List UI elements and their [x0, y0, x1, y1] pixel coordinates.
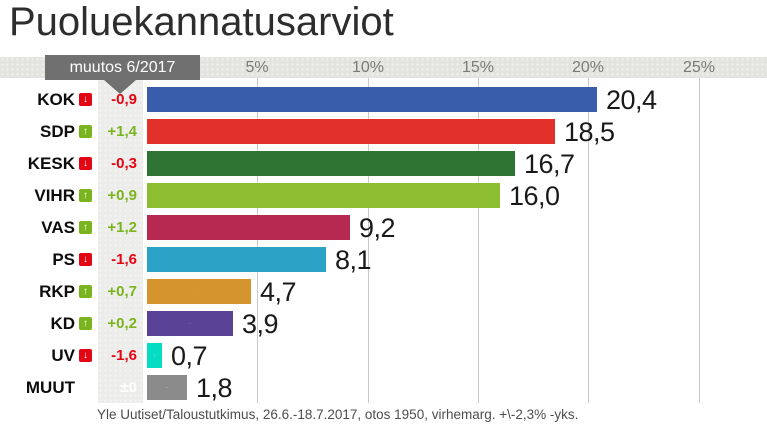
gridline-25%	[699, 78, 700, 403]
bar-rkp	[147, 279, 251, 304]
value-label-sdp: 18,5	[564, 117, 615, 147]
party-label-kesk: KESK	[27, 154, 75, 173]
party-label-vas: VAS	[41, 218, 75, 237]
value-label-uv: 0,7	[171, 341, 208, 371]
party-label-kd: KD	[50, 314, 75, 333]
x-axis-tick-10%: 10%	[351, 59, 385, 76]
value-label-kok: 20,4	[606, 85, 657, 115]
bar-ps	[147, 247, 326, 272]
page-title: Puoluekannatusarviot	[9, 0, 394, 44]
x-axis-tick-20%: 20%	[571, 59, 605, 76]
gridline-10%	[368, 78, 369, 403]
gridline-20%	[588, 78, 589, 403]
change-value-uv: -1,6	[111, 347, 137, 364]
value-label-vihr: 16,0	[509, 181, 560, 211]
value-label-kesk: 16,7	[524, 149, 575, 179]
party-label-vihr: VIHR	[34, 186, 75, 205]
bar-uv	[147, 343, 162, 368]
gridline-5%	[257, 78, 258, 403]
change-header-pointer-icon	[104, 80, 136, 94]
change-value-muut: ±0	[120, 379, 137, 396]
trend-up-icon-vas: ↑	[79, 221, 92, 234]
change-column-background	[98, 78, 143, 403]
change-value-vas: +1,2	[107, 219, 137, 236]
change-value-vihr: +0,9	[107, 187, 137, 204]
party-label-muut: MUUT	[25, 378, 75, 397]
trend-up-icon-rkp: ↑	[79, 285, 92, 298]
x-axis-tick-15%: 15%	[461, 59, 495, 76]
change-value-rkp: +0,7	[107, 283, 137, 300]
trend-up-icon-sdp: ↑	[79, 125, 92, 138]
trend-down-icon-ps: ↓	[79, 253, 92, 266]
change-value-kesk: -0,3	[111, 155, 137, 172]
trend-down-icon-kok: ↓	[79, 93, 92, 106]
value-label-ps: 8,1	[335, 245, 372, 275]
bar-kesk	[147, 151, 515, 176]
value-label-vas: 9,2	[359, 213, 396, 243]
party-label-sdp: SDP	[40, 122, 75, 141]
bar-sdp	[147, 119, 555, 144]
value-label-rkp: 4,7	[260, 277, 297, 307]
change-value-sdp: +1,4	[107, 123, 137, 140]
gridline-15%	[478, 78, 479, 403]
x-axis-tick-5%: 5%	[245, 59, 269, 76]
trend-up-icon-vihr: ↑	[79, 189, 92, 202]
trend-down-icon-kesk: ↓	[79, 157, 92, 170]
change-value-kd: +0,2	[107, 315, 137, 332]
party-label-uv: UV	[51, 346, 75, 365]
bar-muut	[147, 375, 187, 400]
trend-down-icon-uv: ↓	[79, 349, 92, 362]
source-note: Yle Uutiset/Taloustutkimus, 26.6.-18.7.2…	[97, 407, 579, 422]
value-label-kd: 3,9	[242, 309, 279, 339]
party-label-kok: KOK	[37, 90, 75, 109]
party-label-ps: PS	[52, 250, 75, 269]
change-header: muutos 6/2017	[45, 55, 200, 80]
bar-kd	[147, 311, 233, 336]
bar-vihr	[147, 183, 500, 208]
x-axis-tick-25%: 25%	[682, 59, 716, 76]
bar-kok	[147, 87, 597, 112]
bar-vas	[147, 215, 350, 240]
trend-up-icon-kd: ↑	[79, 317, 92, 330]
change-value-kok: -0,9	[111, 91, 137, 108]
value-label-muut: 1,8	[196, 373, 233, 403]
party-label-rkp: RKP	[39, 282, 75, 301]
change-value-ps: -1,6	[111, 251, 137, 268]
